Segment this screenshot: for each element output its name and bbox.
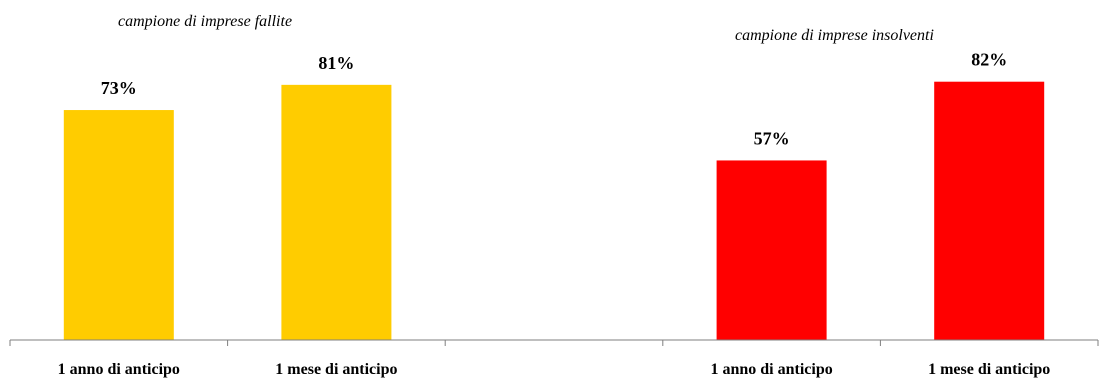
- bar: [716, 160, 827, 340]
- group-caption-fallite: campione di imprese fallite: [118, 13, 292, 30]
- x-tick-label: 1 anno di anticipo: [710, 361, 832, 378]
- x-tick-label: 1 mese di anticipo: [275, 361, 397, 378]
- bar: [63, 110, 174, 340]
- x-tick-label: 1 anno di anticipo: [58, 361, 180, 378]
- data-labels-layer: 73% 81% 57% 82%: [101, 50, 1007, 149]
- data-label: 81%: [318, 53, 354, 73]
- bar: [281, 84, 392, 340]
- x-axis-ticks: [9, 340, 1099, 346]
- bars-layer: [63, 81, 1045, 340]
- data-label: 82%: [971, 50, 1007, 70]
- x-axis-labels: 1 anno di anticipo 1 mese di anticipo 1 an…: [58, 361, 1051, 378]
- bar: [934, 81, 1045, 340]
- data-label: 73%: [101, 78, 137, 98]
- data-label: 57%: [754, 128, 790, 148]
- group-caption-insolventi: campione di imprese insolventi: [735, 27, 934, 44]
- x-tick-label: 1 mese di anticipo: [928, 361, 1050, 378]
